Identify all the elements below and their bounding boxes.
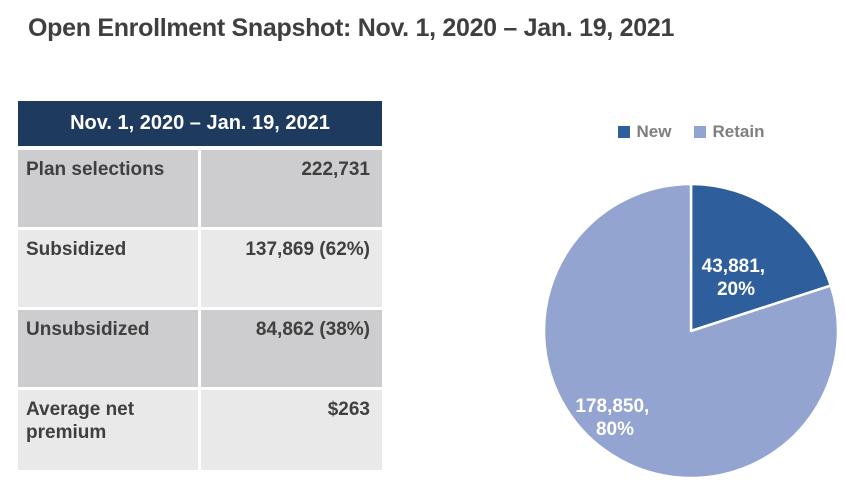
legend-swatch-retain-icon <box>693 126 706 138</box>
legend-swatch-new-icon <box>617 126 630 138</box>
page-title: Open Enrollment Snapshot: Nov. 1, 2020 –… <box>28 14 675 42</box>
summary-table: Nov. 1, 2020 – Jan. 19, 2021 Plan select… <box>18 101 382 470</box>
table-cell-value: 137,869 (62%) <box>201 230 382 307</box>
pie-slice-new <box>689 182 833 333</box>
legend-item-new: New <box>617 122 672 142</box>
pie-slice-retain <box>542 182 840 480</box>
pie-label-retain: 178,850, 80% <box>575 396 654 440</box>
table-cell-label: Plan selections <box>18 150 198 227</box>
table-cell-label: Subsidized <box>18 230 198 307</box>
table-cell-value: 84,862 (38%) <box>201 310 382 387</box>
table-cell-value: 222,731 <box>201 150 382 227</box>
pie-label-new: 43,881, 20% <box>702 256 771 300</box>
pie-legend: New Retain <box>536 122 845 142</box>
legend-item-retain: Retain <box>693 122 765 142</box>
legend-label-new: New <box>636 122 672 141</box>
table-cell-value: $263 <box>201 390 382 470</box>
table-cell-label: Unsubsidized <box>18 310 198 387</box>
table-body: Plan selections 222,731 Subsidized 137,8… <box>18 150 382 470</box>
pie-chart: 43,881, 20% 178,850, 80% <box>542 182 840 480</box>
table-cell-label: Average net premium <box>18 390 198 470</box>
legend-label-retain: Retain <box>712 122 765 141</box>
table-header: Nov. 1, 2020 – Jan. 19, 2021 <box>18 101 382 146</box>
